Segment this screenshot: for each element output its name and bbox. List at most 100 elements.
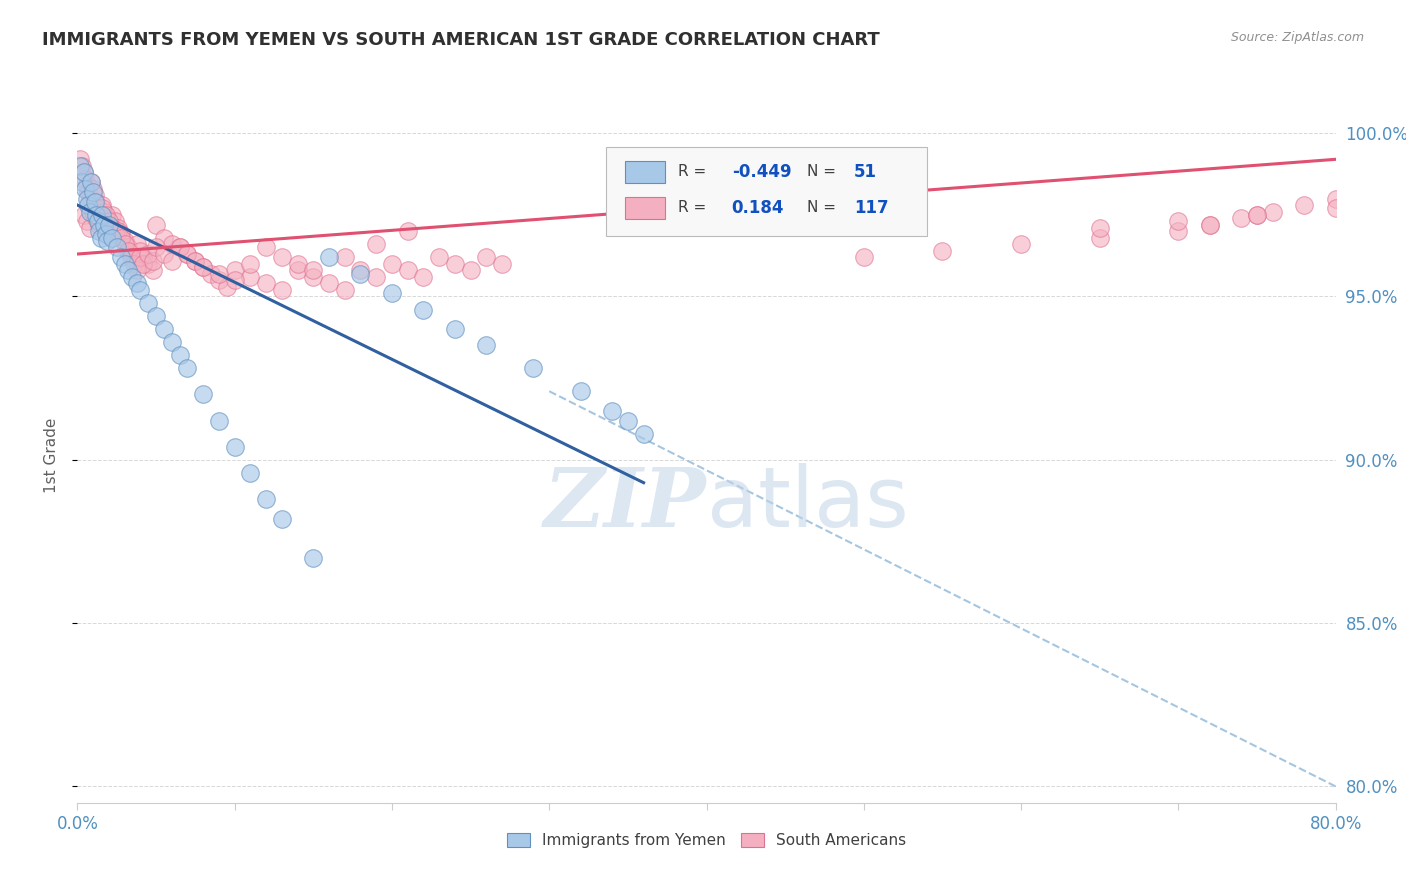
Point (117, 263, 139, 277)
Point (1010, 237, 1032, 252)
Point (239, 257, 262, 271)
Point (176, 247, 198, 261)
Point (1261, 204, 1284, 219)
Text: N =: N = (807, 201, 837, 216)
Point (254, 491, 277, 506)
Point (208, 267, 231, 281)
Point (569, 384, 592, 399)
Point (132, 250, 155, 264)
Point (90, 214, 112, 228)
Point (105, 240, 128, 254)
Point (153, 247, 176, 261)
Point (89, 218, 111, 232)
Point (77, 185, 100, 199)
Point (70, 159, 93, 173)
Point (110, 230, 132, 244)
Point (72, 165, 94, 179)
Point (97, 224, 120, 238)
Point (215, 279, 238, 293)
Point (931, 244, 953, 258)
Point (70, 175, 93, 189)
Point (101, 208, 124, 222)
Point (117, 244, 139, 258)
Point (142, 263, 165, 277)
Point (208, 414, 231, 428)
FancyBboxPatch shape (624, 161, 665, 183)
Point (114, 237, 136, 252)
Point (83, 194, 105, 209)
Point (101, 230, 124, 244)
Point (114, 257, 136, 271)
Point (318, 277, 340, 291)
Point (84, 208, 107, 222)
FancyBboxPatch shape (606, 146, 927, 235)
Point (396, 224, 419, 238)
Point (114, 234, 136, 248)
Point (333, 250, 356, 264)
Point (239, 269, 262, 284)
Point (76, 192, 98, 206)
Point (491, 257, 513, 271)
Point (287, 257, 309, 271)
Point (1199, 218, 1222, 232)
Point (142, 253, 165, 268)
Point (87, 202, 110, 216)
Point (1246, 208, 1268, 222)
Point (117, 240, 139, 254)
Point (129, 283, 152, 297)
Point (1294, 198, 1316, 212)
Point (127, 263, 149, 277)
Point (84, 194, 107, 209)
Point (93, 204, 115, 219)
Y-axis label: 1st Grade: 1st Grade (44, 417, 59, 492)
Point (460, 263, 482, 277)
Point (184, 253, 207, 268)
Point (96, 218, 118, 232)
Point (76, 214, 98, 228)
Point (254, 240, 277, 254)
Point (522, 361, 544, 376)
Point (82, 182, 104, 196)
Point (160, 253, 183, 268)
Point (79, 220, 101, 235)
Point (75, 172, 97, 186)
Point (91, 208, 114, 222)
Point (617, 414, 640, 428)
Point (1167, 214, 1189, 228)
Point (77, 198, 100, 212)
Point (427, 250, 450, 264)
Point (145, 240, 167, 254)
Point (82, 185, 104, 199)
Point (80, 175, 103, 189)
Point (69, 159, 91, 173)
Text: 51: 51 (853, 162, 877, 181)
Point (444, 322, 467, 336)
Point (72, 165, 94, 179)
Point (82, 204, 104, 219)
Point (349, 267, 371, 281)
Point (153, 230, 176, 244)
Point (191, 260, 215, 274)
Point (302, 269, 325, 284)
Point (120, 250, 142, 264)
Point (270, 283, 292, 297)
Text: Source: ZipAtlas.com: Source: ZipAtlas.com (1230, 31, 1364, 45)
Point (1230, 211, 1253, 226)
Point (169, 240, 191, 254)
Point (91, 202, 114, 216)
Point (412, 302, 434, 317)
Point (176, 361, 198, 376)
Point (444, 257, 467, 271)
Text: IMMIGRANTS FROM YEMEN VS SOUTH AMERICAN 1ST GRADE CORRELATION CHART: IMMIGRANTS FROM YEMEN VS SOUTH AMERICAN … (42, 31, 880, 49)
Point (80, 175, 103, 189)
Point (366, 237, 388, 252)
Point (270, 250, 292, 264)
Point (349, 263, 371, 277)
Point (75, 182, 97, 196)
Point (176, 247, 198, 261)
Point (129, 250, 152, 264)
Text: R =: R = (678, 164, 706, 179)
Text: ZIP: ZIP (544, 464, 707, 543)
Point (1088, 230, 1111, 244)
Point (302, 263, 325, 277)
